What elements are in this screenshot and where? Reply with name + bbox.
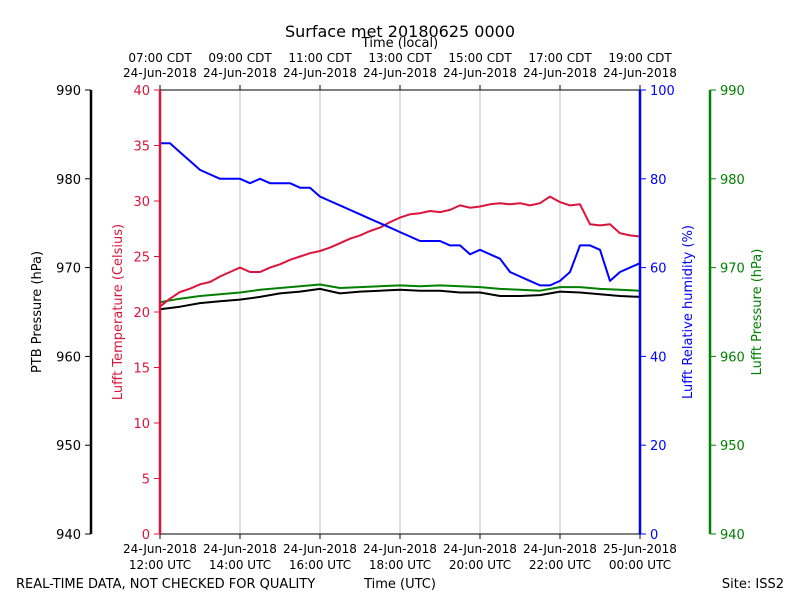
lufft_p-tick-label: 960 bbox=[720, 350, 745, 365]
lufft_p-tick-label: 970 bbox=[720, 262, 745, 277]
x-tick-label-date: 24-Jun-2018 bbox=[523, 542, 597, 556]
x-tick-label-time: 00:00 UTC bbox=[609, 558, 671, 572]
x-tick-label-time: 16:00 UTC bbox=[289, 558, 351, 572]
top-tick-label-time: 15:00 CDT bbox=[448, 51, 512, 65]
series-line-lufft-relative-humidity bbox=[160, 142, 641, 287]
lufft_p-tick-label: 940 bbox=[720, 528, 745, 543]
x-tick-label-date: 24-Jun-2018 bbox=[203, 542, 277, 556]
top-tick-label-date: 24-Jun-2018 bbox=[363, 66, 437, 80]
x-tick-label-date: 24-Jun-2018 bbox=[443, 542, 517, 556]
rh-tick-label: 80 bbox=[650, 173, 667, 188]
x-tick-label-time: 14:00 UTC bbox=[209, 558, 271, 572]
temp-tick-label: 40 bbox=[133, 84, 150, 99]
top-tick-label-time: 09:00 CDT bbox=[208, 51, 272, 65]
top-tick-label-date: 24-Jun-2018 bbox=[603, 66, 677, 80]
temp-tick-label: 35 bbox=[133, 140, 150, 155]
x-tick-label-date: 24-Jun-2018 bbox=[283, 542, 357, 556]
rh-tick-label: 0 bbox=[650, 528, 658, 543]
ptb-tick-label: 960 bbox=[56, 350, 81, 365]
temp-tick-label: 15 bbox=[133, 362, 150, 377]
x-tick-label-date: 24-Jun-2018 bbox=[363, 542, 437, 556]
footer-site: Site: ISS2 bbox=[722, 577, 784, 592]
temp-tick-label: 25 bbox=[133, 251, 150, 266]
top-tick-label-date: 24-Jun-2018 bbox=[443, 66, 517, 80]
temp-tick-label: 5 bbox=[142, 473, 150, 488]
top-tick-label-date: 24-Jun-2018 bbox=[203, 66, 277, 80]
series-line-lufft-pressure bbox=[159, 283, 641, 304]
x-tick-label-time: 12:00 UTC bbox=[129, 558, 191, 572]
top-tick-label-time: 13:00 CDT bbox=[368, 51, 432, 65]
series-layer bbox=[159, 142, 641, 311]
ptb-tick-label: 970 bbox=[56, 262, 81, 277]
temp-axis-label: Lufft Temperature (Celsius) bbox=[111, 224, 126, 400]
lufft_p-tick-label: 950 bbox=[720, 439, 745, 454]
top-tick-label-date: 24-Jun-2018 bbox=[283, 66, 357, 80]
grid bbox=[239, 90, 561, 534]
top-tick-label-date: 24-Jun-2018 bbox=[523, 66, 597, 80]
rh-tick-label: 60 bbox=[650, 262, 667, 277]
top-axis-title: Time (local) bbox=[361, 36, 438, 51]
ptb-tick-label: 950 bbox=[56, 439, 81, 454]
top-tick-label-time: 07:00 CDT bbox=[128, 51, 192, 65]
x-tick-label-date: 24-Jun-2018 bbox=[123, 542, 197, 556]
series-line-ptb-pressure bbox=[159, 287, 641, 311]
footer-disclaimer: REAL-TIME DATA, NOT CHECKED FOR QUALITY bbox=[16, 577, 315, 592]
top-tick-label-time: 11:00 CDT bbox=[288, 51, 352, 65]
lufft-pressure-axis-label: Lufft Pressure (hPa) bbox=[750, 249, 765, 376]
lufft_p-tick-label: 990 bbox=[720, 84, 745, 99]
x-axis-label: Time (UTC) bbox=[363, 577, 436, 592]
rh-tick-label: 20 bbox=[650, 439, 667, 454]
temp-tick-label: 0 bbox=[142, 528, 150, 543]
x-tick-label-time: 18:00 UTC bbox=[369, 558, 431, 572]
temp-tick-label: 20 bbox=[133, 306, 150, 321]
rh-axis-label: Lufft Relative humidity (%) bbox=[681, 225, 696, 399]
top-tick-label-time: 17:00 CDT bbox=[528, 51, 592, 65]
ptb-tick-label: 940 bbox=[56, 528, 81, 543]
ptb-tick-label: 990 bbox=[56, 84, 81, 99]
rh-tick-label: 100 bbox=[650, 84, 675, 99]
top-tick-label-date: 24-Jun-2018 bbox=[123, 66, 197, 80]
ptb-tick-label: 980 bbox=[56, 173, 81, 188]
x-tick-label-time: 22:00 UTC bbox=[529, 558, 591, 572]
rh-tick-label: 40 bbox=[650, 350, 667, 365]
x-tick-label-time: 20:00 UTC bbox=[449, 558, 511, 572]
series-line-lufft-temperature bbox=[159, 195, 641, 308]
ptb-axis-label: PTB Pressure (hPa) bbox=[30, 251, 45, 373]
lufft_p-tick-label: 980 bbox=[720, 173, 745, 188]
temp-tick-label: 10 bbox=[133, 417, 150, 432]
top-tick-label-time: 19:00 CDT bbox=[608, 51, 672, 65]
temp-tick-label: 30 bbox=[133, 195, 150, 210]
x-tick-label-date: 25-Jun-2018 bbox=[603, 542, 677, 556]
chart-title: Surface met 20180625 0000 bbox=[285, 22, 515, 41]
